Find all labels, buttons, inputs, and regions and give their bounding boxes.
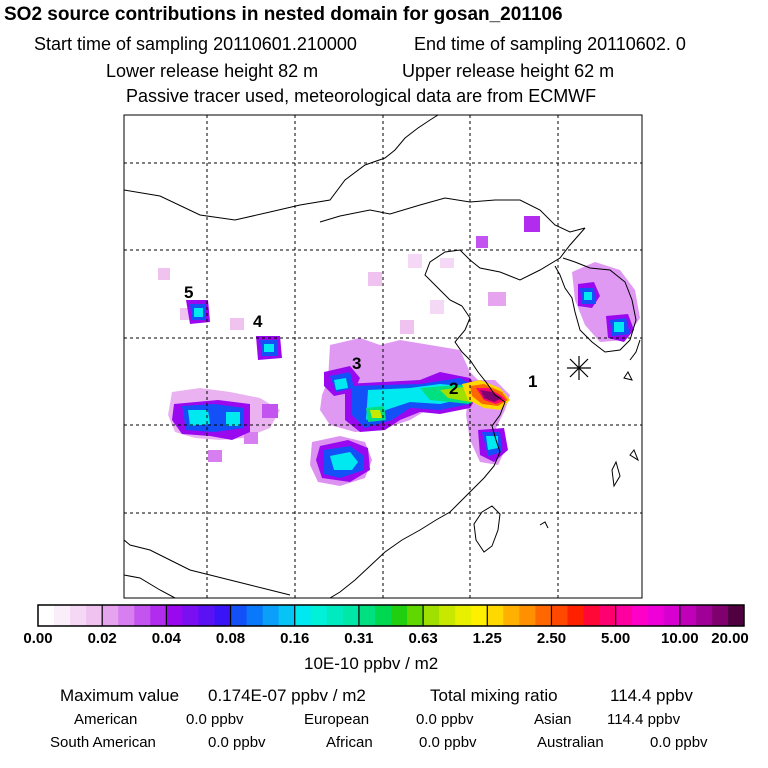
source-label-3: 3: [352, 354, 361, 373]
receptor-marker-icon: [567, 356, 591, 380]
colorbar-tick-label: 0.16: [280, 630, 310, 647]
total-mixing-value: 114.4 ppbv: [610, 686, 693, 705]
source-label-5: 5: [184, 283, 193, 302]
tracer-note: Passive tracer used, meteorological data…: [126, 86, 597, 106]
region-name-african: African: [326, 734, 373, 751]
colorbar-tick-label: 0.02: [87, 630, 117, 647]
colorbar-units: 10E-10 ppbv / m2: [304, 654, 439, 673]
colorbar-tick-label: 20.00: [711, 630, 749, 647]
region-name-european: European: [304, 711, 370, 728]
colorbar-tick-label: 0.00: [23, 630, 53, 647]
total-mixing-label: Total mixing ratio: [430, 686, 558, 705]
grid-lines: [124, 115, 642, 598]
map-frame: [123, 114, 643, 599]
source-label-2: 2: [449, 379, 458, 398]
end-time-label: End time of sampling 20110602. 0: [414, 34, 686, 54]
colorbar-tick-label: 10.00: [661, 630, 699, 647]
plume-layer: [158, 216, 640, 486]
region-name-south-american: South American: [50, 734, 156, 751]
region-value-south-american: 0.0 ppbv: [208, 734, 266, 751]
lower-release-label: Lower release height 82 m: [106, 61, 319, 81]
colorbar-tick-label: 0.04: [151, 630, 181, 647]
region-name-american: American: [74, 711, 138, 728]
region-name-asian: Asian: [534, 711, 572, 728]
region-value-european: 0.0 ppbv: [416, 711, 474, 728]
region-name-australian: Australian: [537, 734, 604, 751]
max-value: 0.174E-07 ppbv / m2: [208, 686, 366, 705]
max-value-label: Maximum value: [60, 686, 180, 705]
region-value-asian: 114.4 ppbv: [607, 711, 681, 728]
colorbar-tick-label: 0.08: [215, 630, 246, 647]
colorbar-tick-label: 1.25: [472, 630, 502, 647]
colorbar-tick-label: 0.63: [408, 630, 438, 647]
colorbar-tick-label: 0.31: [344, 630, 374, 647]
source-label-4: 4: [253, 312, 263, 331]
source-label-1: 1: [528, 372, 537, 391]
colorbar-tick-label: 2.50: [536, 630, 567, 647]
upper-release-label: Upper release height 62 m: [402, 61, 615, 81]
region-value-african: 0.0 ppbv: [419, 734, 477, 751]
chart-title: SO2 source contributions in nested domai…: [4, 4, 563, 25]
region-value-australian: 0.0 ppbv: [650, 734, 708, 751]
colorbar-tick-label: 5.00: [601, 630, 631, 647]
start-time-label: Start time of sampling 20110601.210000: [34, 34, 357, 54]
region-value-american: 0.0 ppbv: [186, 711, 244, 728]
